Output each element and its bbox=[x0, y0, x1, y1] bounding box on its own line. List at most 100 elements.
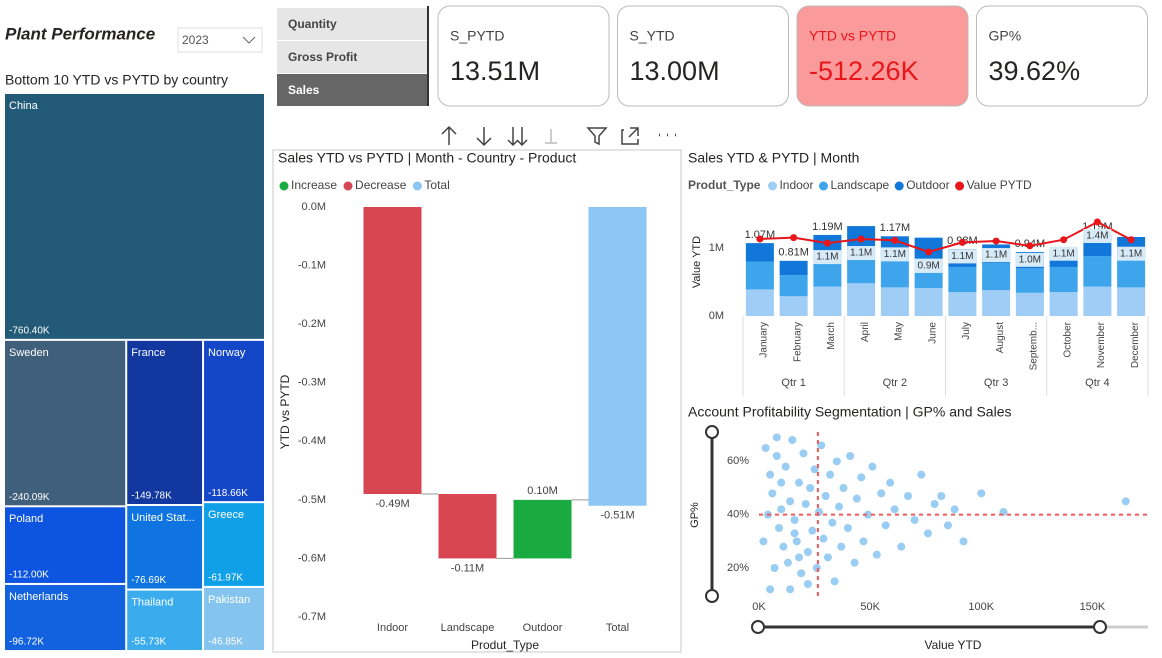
treemap-value: -55.73K bbox=[131, 637, 166, 648]
nav-button[interactable] bbox=[277, 41, 427, 73]
line-point bbox=[1093, 218, 1101, 226]
treemap-label: United Stat... bbox=[131, 512, 195, 524]
scatter-point bbox=[783, 558, 792, 567]
treemap-cell bbox=[127, 505, 203, 589]
scatter-point bbox=[959, 537, 968, 546]
scatter-point bbox=[859, 537, 868, 546]
focus-icon[interactable] bbox=[621, 127, 639, 145]
data-label: -0.11M bbox=[451, 562, 484, 574]
stacked-bar bbox=[1049, 292, 1078, 316]
x-tick-label: March bbox=[826, 322, 837, 350]
scatter-point bbox=[850, 558, 859, 567]
nav-button-label: Sales bbox=[288, 83, 320, 97]
label-box bbox=[948, 249, 977, 264]
data-label: 0.10M bbox=[527, 485, 558, 497]
line-point bbox=[925, 248, 933, 256]
drill-up-icon[interactable] bbox=[441, 125, 457, 145]
treemap-cell bbox=[127, 340, 203, 504]
data-label: -0.49M bbox=[375, 498, 409, 510]
scatter-point bbox=[872, 550, 881, 559]
slider-handle[interactable] bbox=[751, 620, 765, 634]
x-tick-label: May bbox=[894, 322, 905, 341]
legend-label: Indoor bbox=[779, 178, 813, 192]
scatter-point bbox=[857, 473, 866, 482]
scatter-point bbox=[910, 516, 919, 524]
scatter-point bbox=[768, 489, 777, 498]
legend-marker bbox=[412, 181, 422, 191]
waterfall-bar bbox=[363, 207, 422, 494]
treemap-label: Thailand bbox=[131, 596, 173, 608]
scatter-point bbox=[792, 537, 801, 546]
x-axis-label: Produt_Type bbox=[471, 638, 539, 652]
nav-button-label: Gross Profit bbox=[288, 50, 357, 64]
expand-all-icon[interactable] bbox=[545, 129, 557, 144]
year-slicer[interactable] bbox=[177, 27, 263, 53]
kpi-value: 13.51M bbox=[450, 56, 540, 86]
treemap-cell bbox=[204, 587, 264, 650]
stacked-bar bbox=[745, 289, 774, 316]
y-tick-label: -0.2M bbox=[298, 318, 326, 330]
gp-slider[interactable] bbox=[705, 425, 719, 603]
slider-handle[interactable] bbox=[705, 589, 719, 603]
line-point bbox=[823, 239, 831, 247]
scatter-point bbox=[832, 457, 841, 466]
scatter-point bbox=[759, 537, 768, 546]
kpi-card bbox=[796, 5, 969, 107]
kpi-card bbox=[437, 5, 610, 107]
scatter-point bbox=[808, 526, 817, 535]
label-box bbox=[813, 250, 842, 265]
y-tick-label: -0.5M bbox=[298, 494, 326, 506]
kpi-value: -512.26K bbox=[809, 56, 919, 86]
line-label: 1.1M bbox=[951, 251, 973, 262]
scatter-point bbox=[790, 529, 799, 538]
scatter-point bbox=[917, 470, 926, 479]
treemap-cell bbox=[5, 94, 264, 339]
scatter-point bbox=[797, 569, 806, 578]
nav-button[interactable] bbox=[277, 8, 427, 40]
y-axis-label: Value YTD bbox=[691, 236, 703, 288]
scatter-point bbox=[846, 452, 855, 460]
legend-label: Decrease bbox=[355, 178, 407, 192]
scatter-point bbox=[795, 478, 804, 487]
scatter-point bbox=[826, 470, 835, 479]
treemap-label: China bbox=[9, 100, 39, 112]
drill-down-icon[interactable] bbox=[476, 127, 492, 147]
year-slicer-value: 2023 bbox=[182, 33, 209, 47]
scatter-point bbox=[775, 524, 784, 532]
scatter-point bbox=[795, 553, 804, 562]
scatter-point bbox=[803, 580, 812, 588]
nav-button[interactable] bbox=[277, 74, 427, 106]
treemap-value: -149.78K bbox=[131, 491, 172, 502]
slider-handle[interactable] bbox=[1093, 620, 1107, 634]
label-box bbox=[880, 247, 909, 262]
stacked-bar bbox=[813, 286, 842, 316]
x-tick-label: June bbox=[927, 322, 938, 344]
x-tick-label: April bbox=[860, 322, 871, 342]
scatter-point bbox=[830, 577, 839, 586]
chart-title: Account Profitability Segmentation | GP%… bbox=[688, 404, 1011, 420]
treemap-value: -112.00K bbox=[9, 570, 49, 581]
legend-marker bbox=[894, 181, 904, 191]
scatter-point bbox=[790, 516, 799, 524]
line-point bbox=[1026, 242, 1034, 250]
y-tick-label: -0.4M bbox=[298, 435, 326, 447]
stacked-bar bbox=[1015, 292, 1044, 316]
label-box bbox=[1083, 228, 1112, 243]
scatter-point bbox=[772, 433, 781, 442]
chart-title: Bottom 10 YTD vs PYTD by country bbox=[5, 72, 228, 88]
label-box bbox=[847, 246, 876, 261]
x-tick-label: December bbox=[1130, 321, 1141, 368]
scatter-point bbox=[806, 484, 815, 492]
treemap-value: -46.85K bbox=[208, 637, 243, 648]
slider-handle[interactable] bbox=[705, 425, 719, 439]
scatter-point bbox=[977, 489, 986, 498]
expand-icon[interactable] bbox=[507, 127, 528, 147]
visual-toolbar[interactable] bbox=[441, 125, 676, 147]
filter-icon[interactable] bbox=[586, 127, 608, 146]
y-axis-label: YTD vs PYTD bbox=[278, 374, 292, 449]
kpi-label: S_PYTD bbox=[450, 28, 504, 44]
scatter-point bbox=[821, 492, 830, 500]
total-label: 0.81M bbox=[778, 247, 809, 259]
stacked-bar bbox=[1117, 287, 1146, 316]
value-slider[interactable] bbox=[751, 620, 1148, 634]
